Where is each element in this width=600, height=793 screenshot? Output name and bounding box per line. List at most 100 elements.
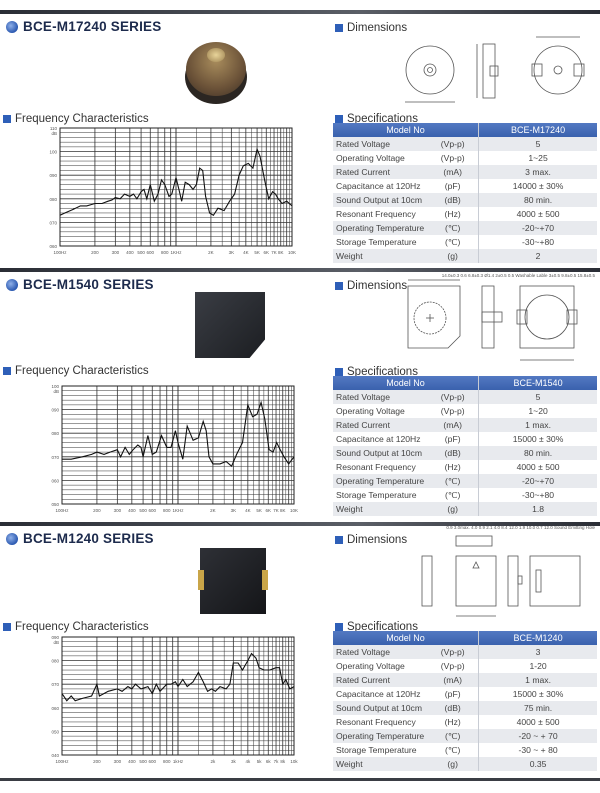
dimension-label: 0.5 [507,273,515,278]
x-tick-label: 10K [288,250,296,255]
frequency-chart: 050 060 070 080 090 100 dB 100Hz 200 300 400 500 600… [42,382,304,523]
spec-unit: (pF) [444,181,461,191]
data-point [157,193,159,195]
product-section: BCE-M17240 SERIES Dimensions Frequency C… [0,10,600,264]
y-tick-label: 060 [51,478,59,483]
spec-row: Operating Temperature (℃) -20~+70 [333,221,597,235]
spec-unit: (dB) [427,701,479,715]
spec-row: Storage Temperature (℃) -30~+80 [333,488,597,502]
data-point [277,198,279,200]
y-tick-label: 060 [49,244,57,249]
spec-name: Operating Temperature [333,729,428,743]
data-point [170,683,172,685]
spec-value: 1.8 [478,502,597,516]
data-point [192,189,194,190]
data-point [198,437,199,439]
spec-name: Sound Output at 10cm [333,193,428,207]
spec-value: 14000 ± 30% [478,179,597,193]
y-tick-label: 070 [51,455,59,460]
data-point [289,688,291,690]
data-point [275,193,276,195]
data-point [231,465,232,467]
data-point [207,690,208,692]
spec-name: Rated Voltage [333,137,428,151]
spec-name: Storage Temperature [336,490,417,500]
bullet-icon [6,278,18,291]
model-name: BCE-M1240 [478,631,597,645]
spec-value: -30~+80 [478,488,597,502]
spec-name: Capacitance at 120Hz [336,181,421,191]
x-tick-label: 300 [114,508,122,513]
dimension-label: 0.7 [536,525,543,530]
spec-unit: (g) [427,757,479,771]
x-tick-label: 3k [231,759,237,764]
plot-frame [59,127,293,247]
section-divider [0,10,600,14]
data-point [86,205,88,207]
spec-name: Resonant Frequency [336,209,416,219]
data-point [202,170,204,171]
square-bullet-icon [335,282,343,290]
series-title-text: BCE-M17240 SERIES [23,19,162,34]
data-point [238,174,240,176]
data-point [61,693,63,694]
spec-name: Rated Voltage [333,390,428,404]
spec-name: Weight [333,249,428,263]
data-point [140,688,142,690]
y-tick-label: 090 [51,408,59,413]
spec-unit: (mA) [427,673,479,687]
spec-row: Rated Voltage (Vp-p) 5 [333,137,597,151]
dimension-drawing [407,279,578,361]
x-tick-label: 800 [163,508,171,513]
data-point [247,660,249,661]
data-point [147,686,149,687]
dimension-label: Ø1.4 [484,273,495,278]
spec-row: Rated Voltage (Vp-p) 5 [333,390,597,404]
x-tick-label: 100Hz [55,508,69,513]
spec-unit: (℃) [444,489,461,500]
data-point [212,463,214,465]
frequency-header: Frequency Characteristics [3,365,149,377]
data-point [213,215,214,216]
data-point [269,669,271,671]
dimension-label: 9.8±0.5 [561,273,577,278]
response-curve [62,400,295,468]
data-point [127,686,129,687]
data-point [140,447,142,448]
x-tick-label: 8k [280,759,286,764]
x-tick-label: 400 [128,508,136,513]
data-point [142,456,144,458]
data-point [170,447,172,448]
dimension-label: 0.9 [446,525,453,530]
specifications-label: Specifications [347,366,418,378]
data-point [166,447,168,448]
dimension-label: 1.9 [518,525,526,530]
data-point [91,695,92,697]
dimensions-label: Dimensions [347,280,408,292]
spec-row: Rated Voltage (Vp-p) 3 [333,645,597,659]
frequency-header: Frequency Characteristics [3,113,149,125]
data-point [107,200,109,202]
y-tick-label: 100 [49,150,57,155]
data-point [149,184,151,185]
dimension-label: 4.0 [471,525,478,530]
x-tick-label: 2k [211,759,217,764]
dimension-labels: 14.0±0.3 0.6 6.8±0.3 Ø1.4 2±0.5 0.5 Wash… [395,272,595,282]
bottom-divider [0,778,600,781]
dimension-label: 2±0.5 [495,273,507,278]
spec-value: 5 [478,390,597,404]
specifications-label: Specifications [347,621,418,633]
spec-row: Resonant Frequency (Hz) 4000 ± 500 [333,207,597,221]
y-tick-label: 090 [51,635,59,640]
spec-name: Rated Voltage [333,645,428,659]
data-point [109,451,111,453]
data-point [268,449,270,451]
spec-name: Sound Output at 10cm [333,701,428,715]
data-point [202,421,204,422]
y-tick-label: 060 [51,706,59,711]
spec-value: -20~+70 [478,474,597,488]
data-point [259,156,261,157]
data-point [143,189,145,190]
